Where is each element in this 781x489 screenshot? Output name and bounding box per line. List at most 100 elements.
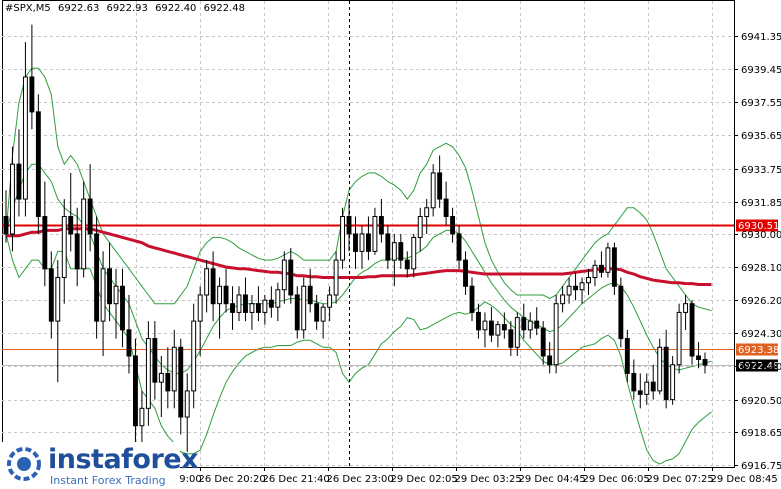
candle-body — [333, 259, 339, 296]
candle-body — [385, 233, 391, 261]
current-price-label: 6922.48 — [738, 361, 779, 372]
candle-body — [683, 303, 689, 313]
price-tick-label: 6926.20 — [741, 296, 781, 307]
candle-body — [314, 303, 320, 322]
candle-body — [547, 355, 553, 366]
candle-body — [657, 346, 663, 392]
candle-body — [430, 172, 436, 209]
candle-body — [16, 163, 22, 200]
candle-body — [527, 320, 533, 331]
price-level-label: 6930.51 — [738, 221, 779, 232]
logo-tagline: Instant Forex Trading — [50, 474, 166, 487]
candle-body — [230, 303, 235, 313]
candle-body — [197, 294, 203, 322]
candle-body — [443, 198, 449, 217]
candle-body — [29, 76, 35, 113]
candle-body — [35, 111, 41, 217]
candle-body — [10, 163, 15, 235]
candle-body — [404, 259, 410, 270]
candle-body — [637, 390, 643, 395]
price-tick-label: 6916.75 — [741, 461, 781, 472]
price-tick-label: 6928.10 — [741, 263, 781, 274]
candle-body — [631, 372, 637, 392]
candle-body — [107, 268, 112, 305]
candle-body — [294, 294, 300, 331]
candle-body — [210, 268, 216, 305]
band-upper-line — [5, 67, 712, 312]
price-level-label: 6923.38 — [738, 345, 779, 356]
candle-body — [204, 268, 210, 296]
close-value: 6922.48 — [203, 3, 245, 14]
candle-body — [42, 215, 48, 270]
candle-body — [61, 215, 67, 279]
price-tick-label: 6931.85 — [741, 198, 781, 209]
candle-body — [553, 303, 559, 366]
symbol-label: #SPX,M5 — [5, 3, 51, 14]
candle-body — [456, 233, 462, 261]
candle-body — [281, 259, 287, 291]
candle-body — [74, 233, 80, 270]
instaforex-logo-icon — [7, 447, 41, 481]
candle-body — [670, 364, 676, 401]
time-tick-label: 29 Dec 03:25 — [455, 474, 522, 485]
current-price-box — [736, 359, 778, 372]
candle-body — [223, 285, 229, 305]
chart-header: #SPX,M5 6922.63 6922.93 6922.40 6922.48 — [5, 3, 249, 14]
candle-body — [184, 390, 190, 418]
price-tick-label: 6933.75 — [741, 165, 781, 176]
candle-body — [243, 294, 248, 313]
candle-body — [262, 299, 268, 313]
time-tick-label: 29 Dec 08:45 — [711, 474, 778, 485]
candle-body — [411, 236, 417, 270]
candle-body — [152, 338, 158, 383]
price-tick-label: 6918.65 — [741, 428, 781, 439]
candle-body — [599, 264, 604, 273]
high-value: 6922.93 — [106, 3, 148, 14]
price-axis[interactable]: 6941.35 6939.45 6937.55 6935.65 6933.75 6931.… — [734, 32, 781, 472]
candle-body — [437, 172, 443, 200]
candle-body — [301, 285, 307, 331]
candle-body — [171, 346, 177, 392]
candle-body — [236, 294, 242, 313]
price-level-box — [736, 219, 778, 232]
instaforex-logo: instaforex Instant Forex Trading — [0, 442, 199, 489]
candle-body — [696, 355, 701, 360]
candle-body — [417, 215, 423, 238]
candle-body — [268, 299, 274, 308]
candle-body — [611, 247, 617, 287]
price-tick-label: 6937.55 — [741, 98, 781, 109]
candle-body — [22, 76, 28, 200]
candle-body — [87, 198, 93, 235]
price-level-box — [736, 343, 778, 356]
candle-body — [327, 294, 333, 308]
candle-body — [48, 268, 54, 322]
price-tick-label: 6930.00 — [741, 230, 781, 241]
time-tick-label: 26 Dec 20:20 — [199, 474, 266, 485]
price-tick-label: 6939.45 — [741, 65, 781, 76]
candle-body — [353, 233, 358, 252]
candle-body — [573, 285, 578, 291]
candle-body — [320, 306, 326, 322]
candle-body — [165, 372, 171, 392]
candle-body — [424, 207, 430, 217]
candle-body — [586, 277, 591, 284]
candle-body — [650, 381, 656, 392]
candle-body — [158, 372, 164, 383]
candle-body — [307, 285, 313, 305]
candle-body — [488, 320, 494, 336]
candle-body — [372, 215, 378, 252]
candle-body — [100, 268, 106, 322]
candle-body — [288, 259, 294, 296]
candle-body — [469, 285, 475, 313]
candle-body — [55, 277, 61, 322]
candle-body — [463, 259, 468, 287]
candle-body — [391, 242, 397, 261]
candle-body — [113, 285, 119, 305]
open-value: 6922.63 — [57, 3, 100, 14]
horizontal-levels[interactable]: 6930.51 6923.38 6922.48 — [2, 219, 779, 373]
price-tick-label: 6941.35 — [741, 32, 781, 43]
candle-body — [624, 338, 630, 374]
price-tick-label: 6935.65 — [741, 131, 781, 142]
band-lower-line — [5, 233, 712, 465]
